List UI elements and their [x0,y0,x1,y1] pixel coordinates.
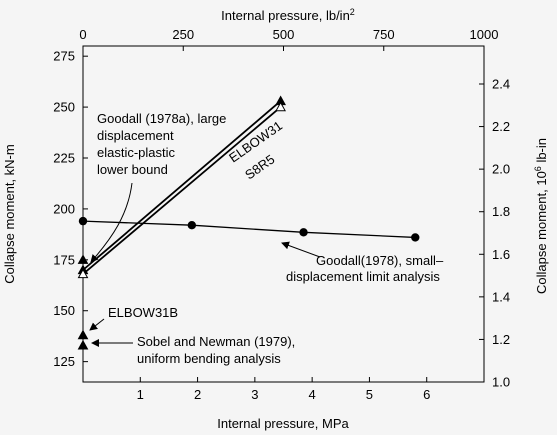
x-tick-label: 6 [423,387,430,402]
arrow-goodall-small [281,241,321,258]
data-point [77,329,89,340]
label-elbow31: ELBOW31 [226,118,285,166]
y-right-tick-label: 1.8 [492,204,510,219]
x-tick-label: 4 [309,387,316,402]
data-point [187,221,197,230]
y-tick-label: 200 [53,201,75,216]
y-right-tick-label: 1.4 [492,289,510,304]
y-axis-title-right: Collapse moment, 106 lb-in [533,138,549,294]
y-tick-label: 150 [53,303,75,318]
y-tick-label: 125 [53,354,75,369]
x-axis-title: Internal pressure, MPa [217,416,349,431]
annotation-goodall-small: Goodall(1978), small– displacement limit… [286,253,447,284]
x-tick-label: 2 [194,387,201,402]
series-line [82,106,282,275]
data-point [77,268,89,279]
y-tick-label: 175 [53,252,75,267]
data-point [77,339,89,350]
x-top-tick-label: 250 [172,27,194,42]
x-top-tick-label: 500 [273,27,295,42]
annotation-sobel: Sobel and Newman (1979), uniform bending… [137,334,299,366]
y-right-tick-label: 1.0 [492,375,510,390]
x-tick-label: 3 [251,387,258,402]
x-top-tick-label: 750 [373,27,395,42]
x-tick-label: 1 [137,387,144,402]
x-top-tick-label: 1000 [470,27,499,42]
arrow-goodall-large [90,182,133,263]
y-right-tick-label: 2.4 [492,77,510,92]
y-axis-title: Collapse moment, kN-m [2,144,17,283]
y-tick-label: 250 [53,100,75,115]
x-axis-title-top: Internal pressure, lb/in2 [221,7,355,23]
x-tick-label: 5 [366,387,373,402]
series-line [82,220,416,239]
y-right-tick-label: 2.0 [492,162,510,177]
x-top-tick-label: 0 [79,27,86,42]
marker-layer [77,95,420,350]
data-point [77,254,89,264]
data-point [78,216,88,226]
y-tick-label: 275 [53,49,75,64]
data-point [411,233,420,242]
y-right-tick-label: 1.2 [492,332,510,347]
annotation-goodall-large: Goodall (1978a), large displacement elas… [97,111,230,177]
arrow-elbow31b [89,318,105,331]
annotation-elbow31b: ELBOW31B [108,305,178,320]
series-layer [82,100,416,275]
data-point [299,228,308,237]
data-point [275,101,286,112]
y-right-tick-label: 1.6 [492,247,510,262]
y-right-tick-label: 2.2 [492,119,510,134]
series-line [82,100,282,271]
y-tick-label: 225 [53,151,75,166]
tick-layer: 1 2 3 4 5 6 125 150 175 200 225 250 275 0 250 500 750 100… [53,27,510,402]
plot-frame [82,45,485,383]
